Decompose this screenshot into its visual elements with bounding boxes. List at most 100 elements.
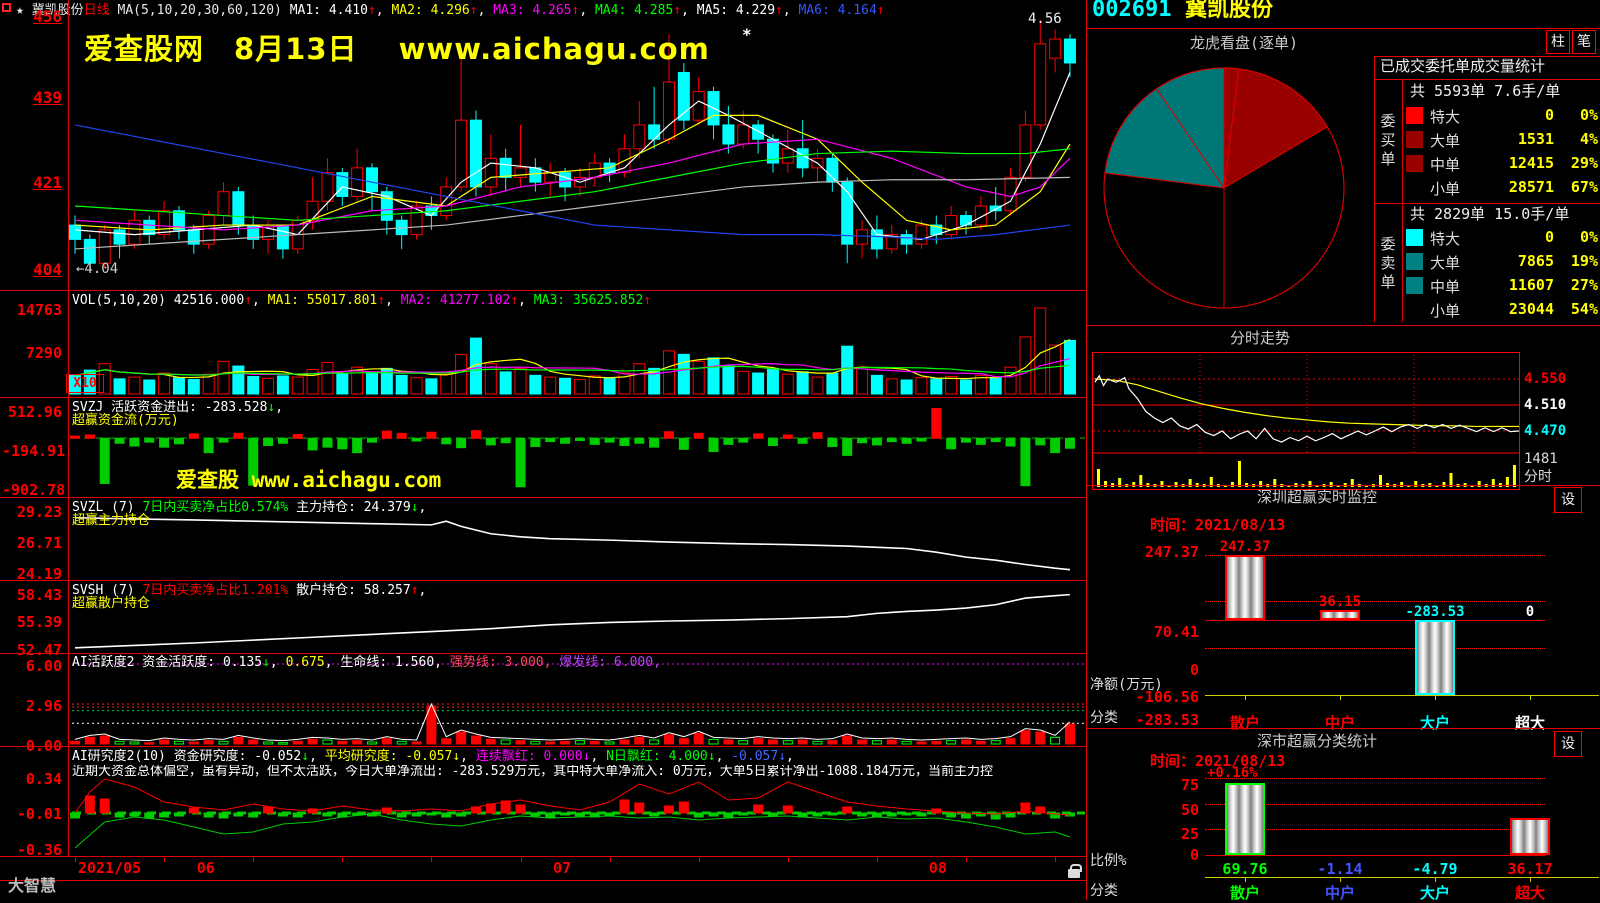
monitor-ytick: 50 (1180, 801, 1199, 819)
time-axis-label: 07 (553, 859, 572, 877)
svzl-subtitle: 超赢主力持仓 (72, 513, 151, 528)
text-segment: ↓ (267, 400, 276, 415)
kline-chart-canvas[interactable] (0, 0, 1087, 882)
mon1-value: -283.53 (1405, 604, 1465, 620)
mon2-unit-label: 比例% (1090, 853, 1127, 869)
mon2-category[interactable]: 大户 (1419, 884, 1451, 902)
mon2-value: -1.14 (1317, 860, 1363, 878)
mon2-change-note: +0.16% (1207, 765, 1258, 781)
text-segment: MA1: 4.410 (289, 3, 368, 18)
mon1-value: 36.15 (1318, 594, 1362, 611)
text-segment: , (418, 583, 427, 598)
svsh-subtitle: 超赢散户持仓 (72, 596, 151, 611)
svzl-ytick-2: 24.19 (16, 565, 62, 583)
text-segment: , (518, 293, 534, 308)
vol-title: VOL(5,10,20) 42516.000↑, MA1: 55017.801↑… (72, 293, 651, 308)
mon2-plot[interactable] (1205, 777, 1550, 856)
order-pie-chart[interactable] (1098, 62, 1350, 314)
order-stats-title: 已成交委托单成交量统计 (1380, 57, 1546, 75)
order-row: 小单 28571 67% (1430, 178, 1598, 198)
text-segment: MA6: 4.164 (798, 3, 877, 18)
text-segment: 7日内买卖净占比1.201% (142, 583, 289, 598)
text-segment: , (786, 749, 794, 764)
svzj-ytick-2: -902.78 (2, 481, 66, 499)
stock-code: 002691 (1092, 0, 1172, 22)
mon2-title: 深市超赢分类统计 (1257, 732, 1378, 750)
text-segment: MA3: 35625.852 (533, 293, 644, 308)
text-segment: ↑ (367, 3, 376, 18)
sz-classified-stats: 深市超赢分类统计 设 时间：2021/08/13 +0.16% 75 50 25 0 … (1087, 728, 1600, 902)
sell-side-label: 委卖单 (1380, 235, 1396, 291)
text-segment: ↓ (582, 749, 591, 764)
buy-order-table: 特大 0 0% 大单 1531 4% 中单 12415 29% 小单 28571 67% (1374, 104, 1600, 202)
text-segment: VOL(5,10,20) 42516.000 (72, 293, 245, 308)
sell-total: 共 2829单 15.0手/单 (1410, 205, 1570, 223)
mon1-category[interactable]: 大户 (1419, 714, 1451, 732)
event-marker[interactable]: * (742, 25, 752, 44)
text-segment: 散户持仓: 58.257 (288, 583, 411, 598)
text-segment: SVZJ 活跃资金进出: -283.528 (72, 400, 268, 415)
intraday-ytick-high: 4.550 (1524, 371, 1567, 387)
mon1-settings-button[interactable]: 设 (1554, 487, 1582, 513)
ai2-title: AI研究度2(10) 资金研究度: -0.052↓, 平均研究度: -0.057… (72, 749, 794, 764)
svzj-subtitle: 超赢资金流(万元) (72, 413, 179, 428)
text-segment: ↑ (410, 583, 419, 598)
column-mode-button[interactable]: 柱 (1546, 30, 1570, 54)
text-segment: AI活跃度2 资金活跃度: 0.135 (72, 655, 263, 670)
mon1-plot[interactable] (1205, 553, 1545, 696)
mon1-class-label: 分类 (1090, 710, 1118, 726)
kline-ytick-2: 421 (33, 173, 62, 192)
svsh-ytick-2: 52.47 (16, 641, 62, 659)
text-segment: , (715, 749, 732, 764)
monitor-bar (1415, 620, 1455, 695)
mon2-value: 36.17 (1507, 860, 1553, 878)
monitor-bar (1320, 610, 1360, 620)
intraday-vol-max: 1481 (1524, 451, 1558, 467)
watch-panel-title: 龙虎看盘(逐单) (1190, 34, 1299, 52)
text-segment: ↑ (377, 293, 386, 308)
order-row: 大单 1531 4% (1374, 128, 1600, 152)
monitor-bar (1225, 554, 1265, 620)
text-segment: 0.675 (285, 655, 325, 670)
text-segment: ↓ (410, 500, 419, 515)
order-row: 特大 0 0% (1374, 226, 1600, 250)
lock-icon[interactable] (1068, 864, 1082, 878)
mon2-category[interactable]: 超大 (1514, 884, 1546, 902)
text-segment: -0.057 (731, 749, 779, 764)
text-segment: ↓ (452, 749, 461, 764)
text-segment: ↑ (876, 3, 885, 18)
sell-order-table: 特大 0 0% 大单 7865 19% 中单 11607 27% 小单 23044 54% (1374, 226, 1600, 324)
mon2-settings-button[interactable]: 设 (1554, 731, 1582, 757)
order-row: 中单 12415 29% (1374, 152, 1600, 176)
text-segment: , (477, 3, 494, 18)
intraday-ytick-low: 4.470 (1524, 423, 1567, 439)
time-axis-label: 06 (196, 859, 215, 877)
mon1-category[interactable]: 散户 (1229, 714, 1261, 732)
monitor-ytick: -283.53 (1135, 711, 1199, 729)
ai1-title: AI活跃度2 资金活跃度: 0.135↓, 0.675, 生命线: 1.560,… (72, 655, 661, 670)
intraday-chart[interactable] (1092, 352, 1520, 490)
watermark-site: 爱查股网 8月13日 www.aichagu.com (84, 32, 710, 66)
high-price-note: 4.56 (1028, 11, 1062, 27)
mon2-category[interactable]: 散户 (1229, 884, 1261, 902)
svzl-title: SVZL (7) 7日内买卖净占比0.574% 主力持仓: 24.379↓, (72, 500, 426, 515)
mon2-category[interactable]: 中户 (1324, 884, 1356, 902)
text-segment: MA3: 4.265 (493, 3, 572, 18)
text-segment: , (269, 655, 286, 670)
monitor-bar (1510, 817, 1550, 855)
mon1-category[interactable]: 超大 (1514, 714, 1546, 732)
tick-mode-button[interactable]: 笔 (1572, 30, 1596, 54)
mon1-title: 深圳超赢实时监控 (1257, 488, 1378, 506)
svsh-ytick-1: 55.39 (16, 613, 62, 631)
sz-realtime-monitor: 深圳超赢实时监控 设 时间：2021/08/13 247.37 70.41 0 -10… (1087, 485, 1600, 732)
mon1-category[interactable]: 中户 (1324, 714, 1356, 732)
mon1-unit-label: 净额(万元) (1090, 677, 1163, 693)
app-corner-icon[interactable] (2, 3, 11, 12)
text-segment: , (782, 3, 799, 18)
text-segment: , (681, 3, 697, 18)
mon1-time: 时间：2021/08/13 (1150, 516, 1286, 534)
kline-ytick-3: 404 (33, 260, 62, 279)
text-segment: , (418, 500, 427, 515)
ai1-ytick-0: 6.00 (25, 657, 62, 675)
